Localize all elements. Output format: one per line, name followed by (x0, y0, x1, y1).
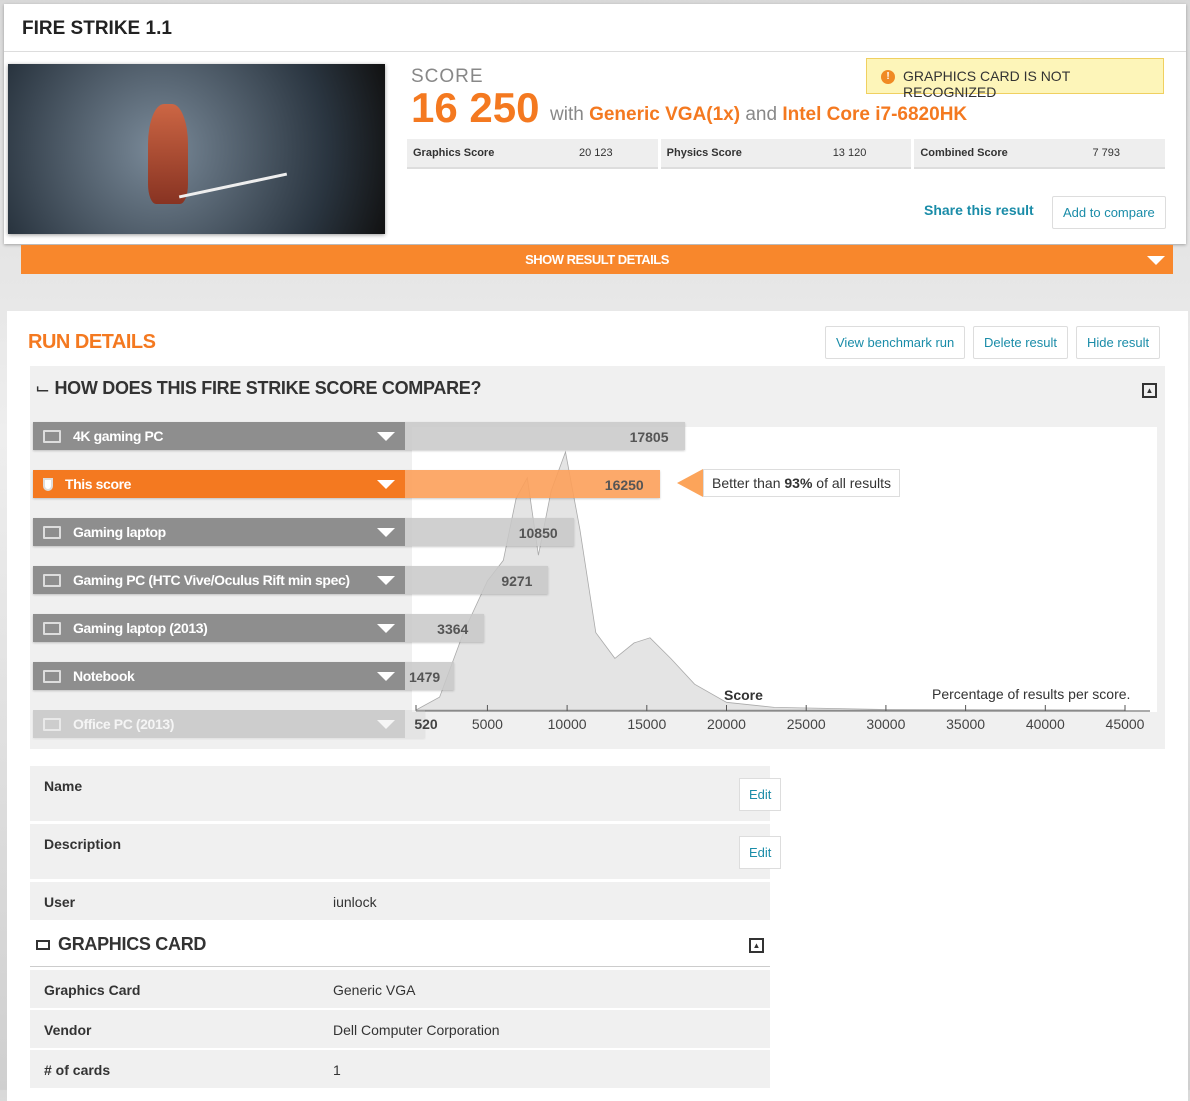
graphics-score: Graphics Score 20 123 (407, 139, 658, 169)
info-row-user: User iunlock (30, 882, 770, 922)
info-row-card-count: # of cards 1 (30, 1050, 770, 1090)
info-row-vendor: Vendor Dell Computer Corporation (30, 1010, 770, 1050)
reference-bar: 17805 (405, 422, 685, 450)
chevron-down-icon (377, 480, 395, 489)
physics-score: Physics Score 13 120 (660, 139, 912, 169)
reference-bar (405, 710, 425, 738)
reference-value: 3364 (437, 621, 469, 637)
score-pointer (677, 469, 703, 497)
info-row-graphics-card: Graphics Card Generic VGA (30, 970, 770, 1010)
chevron-down-icon (377, 672, 395, 681)
compare-title: ⌙ HOW DOES THIS FIRE STRIKE SCORE COMPAR… (35, 378, 482, 398)
laptop-icon (43, 525, 61, 539)
monitor-icon (36, 940, 50, 950)
collapse-icon[interactable]: ▲ (1142, 383, 1157, 398)
score-label: SCORE (411, 66, 484, 87)
score-hardware: with Generic VGA(1x) and Intel Core i7-6… (550, 104, 968, 125)
run-details-title: RUN DETAILS (28, 331, 156, 353)
x-tick-label: 20000 (707, 716, 746, 732)
delete-result-button[interactable]: Delete result (973, 326, 1068, 359)
desktop-icon (43, 429, 61, 443)
view-benchmark-run-button[interactable]: View benchmark run (825, 326, 966, 359)
reference-label: Office PC (2013) (73, 716, 174, 732)
show-result-details-button[interactable]: SHOW RESULT DETAILS (21, 245, 1173, 274)
reference-dropdown[interactable]: Gaming laptop (2013) (33, 614, 405, 642)
chevron-down-icon (377, 528, 395, 537)
reference-bar: 10850 (405, 518, 574, 546)
reference-label: Gaming laptop (2013) (73, 620, 208, 636)
chevron-down-icon (1147, 256, 1165, 265)
chevron-down-icon (377, 624, 395, 633)
add-to-compare-button[interactable]: Add to compare (1052, 196, 1166, 229)
reference-row[interactable]: Office PC (2013) (33, 710, 425, 738)
combined-score: Combined Score 7 793 (914, 139, 1166, 169)
reference-row[interactable]: Gaming PC (HTC Vive/Oculus Rift min spec… (33, 566, 549, 594)
x-tick-label: 25000 (786, 716, 826, 732)
reference-dropdown[interactable]: Gaming laptop (33, 518, 405, 546)
laptop-icon (43, 621, 61, 635)
chevron-down-icon (377, 720, 395, 729)
reference-bar: 1479 (405, 662, 455, 690)
chevron-down-icon (377, 432, 395, 441)
chevron-down-icon (377, 576, 395, 585)
reference-bar: 9271 (405, 566, 549, 594)
reference-row[interactable]: Gaming laptop 10850 (33, 518, 574, 546)
info-row-description: Description Edit (30, 824, 782, 881)
reference-value: 9271 (501, 573, 533, 589)
hide-result-button[interactable]: Hide result (1076, 326, 1161, 359)
x-tick-label: 520 (414, 716, 438, 732)
x-tick-label: 45000 (1105, 716, 1145, 732)
collapse-graphics-card-icon[interactable]: ▲ (749, 938, 764, 953)
reference-value: 10850 (518, 525, 558, 541)
reference-label: Notebook (73, 668, 135, 684)
reference-row[interactable]: 4K gaming PC 17805 (33, 422, 685, 450)
trophy-icon (43, 477, 53, 491)
reference-dropdown[interactable]: 4K gaming PC (33, 422, 405, 450)
reference-bar: 3364 (405, 614, 485, 642)
laptop-icon (43, 669, 61, 683)
reference-dropdown[interactable]: Office PC (2013) (33, 710, 405, 738)
reference-label: Gaming laptop (73, 524, 166, 540)
reference-row[interactable]: Notebook 1479 (33, 662, 455, 690)
graphics-card-title: GRAPHICS CARD (36, 934, 206, 955)
reference-label: 4K gaming PC (73, 428, 164, 444)
y-axis-label: Percentage of results per score. (932, 686, 1131, 702)
edit-description-button[interactable]: Edit (739, 836, 782, 869)
reference-value: 1479 (409, 669, 441, 685)
x-tick-label: 10000 (547, 716, 587, 732)
reference-label: Gaming PC (HTC Vive/Oculus Rift min spec… (73, 572, 350, 588)
x-tick-label: 30000 (866, 716, 906, 732)
x-tick-label: 15000 (627, 716, 667, 732)
desktop-icon (43, 717, 61, 731)
x-tick-label: 40000 (1025, 716, 1065, 732)
reference-label: This score (65, 476, 132, 492)
warning-badge: ! GRAPHICS CARD IS NOT RECOGNIZED (866, 58, 1164, 100)
reference-value: 17805 (629, 429, 669, 445)
reference-dropdown[interactable]: Notebook (33, 662, 405, 690)
reference-dropdown[interactable]: Gaming PC (HTC Vive/Oculus Rift min spec… (33, 566, 405, 594)
share-result-link[interactable]: Share this result (924, 202, 1034, 218)
overall-score: 16 250 (411, 84, 540, 131)
x-axis-label: Score (724, 687, 763, 703)
gpu-name[interactable]: Generic VGA(1x) (589, 104, 741, 125)
info-row-name: Name Edit (30, 766, 782, 823)
reference-bar: 16250 (405, 470, 660, 498)
x-tick-label: 35000 (946, 716, 986, 732)
reference-row[interactable]: Gaming laptop (2013) 3364 (33, 614, 485, 642)
chart-icon: ⌙ (35, 378, 55, 398)
reference-value: 16250 (604, 477, 644, 493)
cpu-name[interactable]: Intel Core i7-6820HK (782, 104, 968, 125)
reference-dropdown[interactable]: This score (33, 470, 405, 498)
desktop-icon (43, 573, 61, 587)
page-title: FIRE STRIKE 1.1 (4, 4, 1186, 52)
warning-icon: ! (881, 70, 895, 84)
better-than-label: Better than 93% of all results (703, 469, 901, 497)
result-header: FIRE STRIKE 1.1 (4, 4, 1186, 244)
edit-name-button[interactable]: Edit (739, 778, 782, 811)
benchmark-image (8, 64, 385, 234)
reference-row[interactable]: This score 16250 (33, 470, 660, 498)
x-tick-label: 5000 (471, 716, 503, 732)
subscores: Graphics Score 20 123 Physics Score 13 120… (407, 139, 1166, 169)
